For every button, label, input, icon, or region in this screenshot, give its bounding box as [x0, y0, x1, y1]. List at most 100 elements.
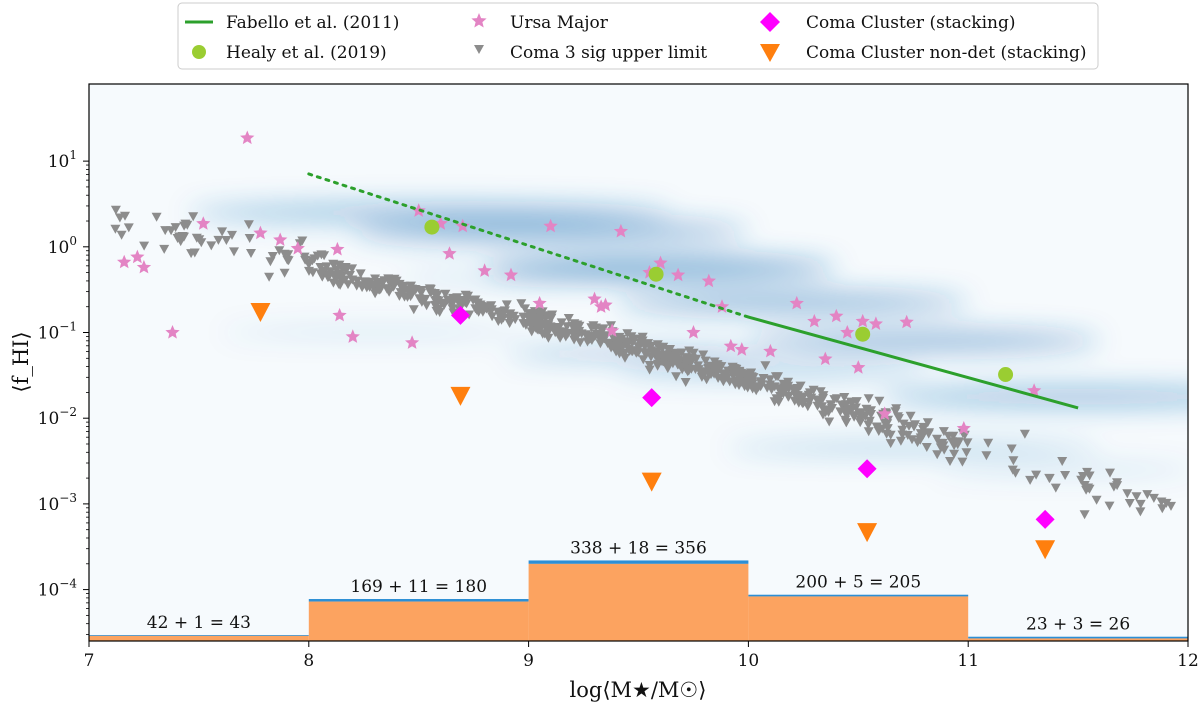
ursa-major-point: [196, 216, 211, 230]
coma-nondet-point: [250, 302, 271, 322]
coma-upper-limit-point: [533, 325, 544, 335]
ursa-major-point: [273, 232, 288, 246]
coma-upper-limit-point: [501, 300, 512, 310]
coma-upper-limit-point: [596, 326, 607, 336]
coma-upper-limit-point: [1142, 490, 1153, 500]
coma-upper-limit-point: [629, 336, 640, 345]
y-tick-label: 10−3: [38, 491, 77, 515]
coma-upper-limit-point: [835, 407, 846, 417]
coma-upper-limit-point: [355, 269, 366, 279]
coma-upper-limit-point: [1079, 481, 1090, 490]
coma-upper-limit-point: [586, 323, 597, 333]
coma-upper-limit-point: [644, 365, 655, 375]
coma-upper-limit-point: [915, 435, 926, 445]
coma-upper-limit-point: [457, 299, 468, 309]
coma-upper-limit-point: [606, 321, 616, 331]
ursa-major-point: [330, 241, 345, 256]
histogram-bar-edge: [748, 594, 969, 597]
coma-upper-limit-point: [1008, 456, 1019, 466]
ursa-major-point: [789, 295, 804, 310]
coma-upper-limit-point: [264, 272, 275, 282]
plot-area: [89, 84, 1188, 641]
coma-upper-limit-point: [671, 372, 682, 382]
coma-upper-limit-point: [983, 438, 994, 448]
coma-upper-limit-point: [374, 278, 385, 288]
coma-upper-limit-point: [1135, 499, 1146, 509]
coma-upper-limit-point: [775, 391, 786, 401]
coma-upper-limit-point: [680, 378, 691, 387]
coma-upper-limit-point: [1148, 493, 1159, 503]
coma-upper-limit-point: [370, 289, 381, 299]
coma-upper-limit-point: [221, 236, 232, 245]
coma-upper-limit-point: [394, 279, 405, 289]
healy-point: [648, 266, 664, 282]
coma-upper-limit-point: [644, 361, 655, 370]
coma-stack-point: [1035, 509, 1055, 529]
ursa-major-point: [240, 130, 255, 145]
coma-upper-limit-point: [981, 451, 992, 461]
coma-upper-limit-point: [213, 235, 224, 245]
coma-upper-limit-point: [923, 429, 934, 439]
coma-upper-limit-point: [206, 241, 217, 251]
coma-upper-limit-point: [123, 223, 134, 233]
coma-upper-limit-point: [471, 305, 482, 315]
coma-upper-limit-point: [307, 268, 318, 278]
coma-upper-limit-point: [1166, 501, 1176, 511]
coma-upper-limit-point: [682, 365, 693, 374]
coma-upper-limit-point: [166, 226, 177, 236]
coma-upper-limit-point: [957, 457, 968, 467]
coma-upper-limit-point: [1082, 467, 1093, 477]
coma-upper-limit-point: [638, 355, 649, 365]
histogram-bar: [748, 596, 969, 641]
histogram-bar: [968, 638, 1188, 641]
coma-upper-limit-point: [1105, 468, 1115, 478]
coma-upper-limit-point: [783, 392, 794, 401]
healy-series: [424, 219, 1014, 382]
fabello-series: [307, 172, 1079, 410]
ursa-major-point: [136, 259, 152, 274]
coma-upper-limit-point: [307, 256, 318, 266]
coma-upper-limit-point: [698, 350, 709, 360]
ursa-major-point: [587, 291, 602, 306]
coma-upper-limit-point: [492, 307, 503, 317]
ursa-major-point: [332, 307, 347, 322]
coma-upper-limit-point: [808, 385, 819, 395]
coma-upper-limit-point: [1010, 468, 1021, 478]
coma-stack-point: [642, 388, 662, 408]
coma-upper-limit-point: [839, 393, 850, 402]
coma-upper-limit-point: [299, 252, 310, 262]
coma-upper-limit-point: [556, 318, 567, 328]
coma-upper-limit-point: [526, 327, 537, 337]
coma-upper-limit-point: [431, 306, 442, 316]
coma-upper-limit-point: [824, 417, 835, 427]
histogram-bar-label: 200 + 5 = 205: [795, 573, 921, 593]
histogram-labels: 42 + 1 = 43 169 + 11 = 180 338 + 18 = 356 2…: [147, 538, 1130, 634]
coma-upper-limit-point: [550, 328, 561, 338]
coma-nondet-point: [857, 523, 878, 543]
coma-upper-limit-point: [188, 212, 199, 222]
coma-upper-limit-point: [1122, 489, 1133, 499]
coma-upper-limit-point: [788, 384, 799, 394]
coma-upper-limit-point: [518, 312, 529, 322]
x-tick-label: 7: [84, 651, 95, 671]
coma-upper-limit-point: [114, 213, 125, 223]
coma-upper-limit-point: [294, 239, 305, 249]
legend-fabello-label: Fabello et al. (2011): [226, 13, 399, 33]
coma-upper-limit-point: [279, 268, 290, 278]
histogram-bar-edge: [89, 635, 309, 636]
coma-upper-limit-point: [856, 408, 867, 418]
density-blob: [220, 328, 529, 337]
ursa-major-point: [345, 329, 360, 343]
coma-nondet-series: [250, 302, 1056, 560]
coma-upper-limit-point: [609, 335, 620, 345]
legend-stack-marker: [760, 12, 780, 32]
ursa-major-point: [686, 325, 701, 339]
coma-upper-limit-point: [569, 335, 580, 345]
coma-upper-limit-point: [246, 249, 256, 258]
healy-point: [424, 219, 440, 235]
ursa-major-point: [130, 249, 145, 264]
coma-upper-limit-point: [182, 220, 193, 230]
ursa-major-point: [851, 360, 866, 374]
coma-upper-limit-point: [663, 362, 674, 372]
legend-ursa-label: Ursa Major: [510, 13, 609, 33]
